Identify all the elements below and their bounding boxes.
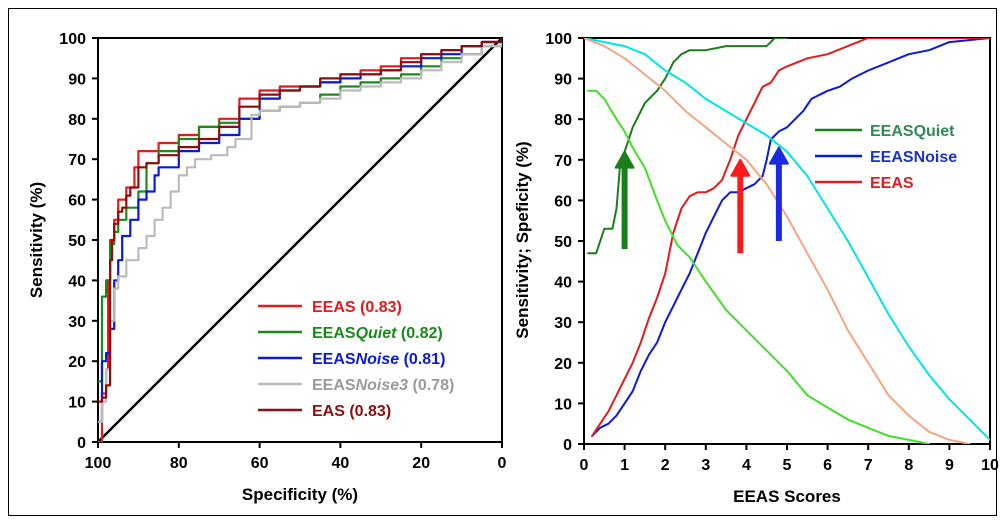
arrow-head — [614, 150, 635, 169]
r-y-tick-label: 10 — [554, 396, 572, 413]
l-x-tick-label: 80 — [170, 455, 188, 472]
right-legend-label-eeasquiet: EEASQuiet — [870, 123, 955, 140]
right-legend: EEASQuiet EEASNoise EEAS — [815, 123, 957, 192]
left-legend-italic: Quiet — [356, 325, 398, 342]
left-legend-suffix: (0.82) — [396, 325, 442, 342]
r-x-tick-label: 7 — [864, 457, 873, 474]
arrow-head — [730, 158, 751, 177]
r-series-line-eeas — [591, 38, 990, 437]
left-legend-prefix: EAS — [312, 403, 345, 420]
left-legend-suffix: (0.81) — [399, 351, 445, 368]
r-x-tick-label: 0 — [580, 457, 589, 474]
l-x-tick-label: 100 — [85, 455, 112, 472]
left-legend-italic: Noise — [356, 351, 400, 368]
left-legend-label-5: EAS (0.83) — [312, 403, 391, 420]
l-y-tick-label: 20 — [68, 354, 86, 371]
left-legend-label-4: EEASNoise3 (0.78) — [312, 377, 454, 394]
l-series-line-eeasnoise3 — [98, 38, 502, 423]
r-x-tick-label: 9 — [945, 457, 954, 474]
l-x-tick-label: 0 — [498, 455, 507, 472]
left-x-axis-label: Specificity (%) — [242, 485, 358, 504]
r-y-tick-label: 30 — [554, 315, 572, 332]
r-x-tick-label: 10 — [981, 457, 999, 474]
left-legend-prefix: EEAS — [312, 351, 356, 368]
l-x-tick-label: 40 — [332, 455, 350, 472]
l-y-tick-label: 40 — [68, 273, 86, 290]
arrow-2 — [730, 158, 751, 254]
l-y-tick-label: 80 — [68, 112, 86, 129]
r-y-tick-label: 60 — [554, 193, 572, 210]
right-plot-area — [583, 37, 991, 445]
r-y-tick-label: 0 — [563, 437, 572, 454]
left-y-ticks: 0 10 20 30 40 50 60 70 80 90 100 — [59, 31, 98, 452]
l-y-tick-label: 60 — [68, 193, 86, 210]
r-series-line-eeasquiet — [587, 38, 788, 255]
left-y-axis-label: Sensitivity (%) — [27, 182, 46, 298]
right-x-ticks: 0 1 2 3 4 5 6 7 8 9 10 — [580, 444, 999, 474]
r-series-line-eeasnoise — [591, 38, 990, 437]
l-y-tick-label: 50 — [68, 233, 86, 250]
l-series-line-eas — [98, 38, 502, 403]
r-x-tick-label: 1 — [620, 457, 629, 474]
r-x-tick-label: 8 — [904, 457, 913, 474]
left-legend-suffix: (0.78) — [408, 377, 454, 394]
left-legend-prefix: EEAS — [312, 299, 356, 316]
right-legend-label-eeasnoise: EEASNoise — [870, 149, 957, 166]
l-y-tick-label: 70 — [68, 152, 86, 169]
l-y-tick-label: 100 — [59, 31, 86, 48]
l-y-tick-label: 0 — [77, 435, 86, 452]
right-legend-label-eeas: EEAS — [870, 175, 914, 192]
r-y-tick-label: 20 — [554, 356, 572, 373]
r-x-tick-label: 2 — [661, 457, 670, 474]
figure-frame — [8, 8, 997, 516]
r-x-tick-label: 3 — [701, 457, 710, 474]
r-y-tick-label: 50 — [554, 234, 572, 251]
left-x-ticks: 100 80 60 40 20 0 — [85, 442, 507, 472]
left-legend: EEAS (0.83)EEASQuiet (0.82)EEASNoise (0.… — [258, 299, 454, 420]
right-x-axis-label: EEAS Scores — [733, 487, 841, 506]
l-y-tick-label: 90 — [68, 71, 86, 88]
r-y-tick-label: 40 — [554, 275, 572, 292]
right-arrows — [614, 146, 789, 254]
r-x-tick-label: 6 — [823, 457, 832, 474]
r-x-tick-label: 4 — [742, 457, 751, 474]
left-legend-label-1: EEAS (0.83) — [312, 299, 402, 316]
right-y-ticks: 0 10 20 30 40 50 60 70 80 90 100 — [545, 31, 584, 454]
l-x-tick-label: 20 — [412, 455, 430, 472]
left-chance-diagonal — [97, 37, 503, 443]
left-legend-suffix: (0.83) — [356, 299, 402, 316]
r-y-tick-label: 90 — [554, 72, 572, 89]
left-legend-label-2: EEASQuiet (0.82) — [312, 325, 443, 342]
r-series-line-curve-6 — [587, 89, 931, 444]
l-y-tick-label: 30 — [68, 314, 86, 331]
r-y-tick-label: 80 — [554, 112, 572, 129]
right-y-axis-label: Sensitivity; Speficity (%) — [513, 141, 532, 338]
r-y-tick-label: 100 — [545, 31, 572, 48]
left-legend-prefix: EEAS — [312, 377, 356, 394]
l-y-tick-label: 10 — [68, 395, 86, 412]
left-legend-italic: Noise3 — [356, 377, 409, 394]
arrow-3 — [768, 146, 789, 241]
left-legend-label-3: EEASNoise (0.81) — [312, 351, 445, 368]
r-series-line-curve-4 — [584, 38, 990, 441]
left-legend-prefix: EEAS — [312, 325, 356, 342]
left-series — [98, 38, 502, 442]
left-chart: 100 80 60 40 20 0 0 10 20 30 40 50 60 70 80 90 100 Spec… — [27, 31, 507, 504]
r-x-tick-label: 5 — [783, 457, 792, 474]
l-x-tick-label: 60 — [251, 455, 269, 472]
arrow-head — [768, 146, 789, 165]
right-chart: 0 1 2 3 4 5 6 7 8 9 10 0 10 20 30 40 50 60 70 80 90 100 EEAS… — [513, 31, 999, 506]
arrow-1 — [614, 150, 635, 250]
right-series — [584, 38, 990, 444]
left-legend-suffix: (0.83) — [345, 403, 391, 420]
r-y-tick-label: 70 — [554, 153, 572, 170]
